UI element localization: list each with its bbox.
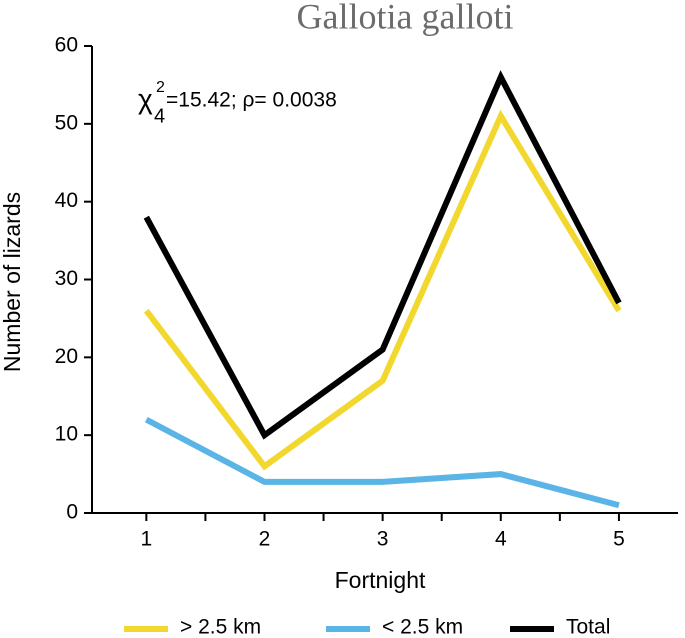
y-tick-label: 30 <box>55 267 78 290</box>
annotation: χ 2 4 =15.42; ρ= 0.0038 <box>138 79 337 127</box>
legend-label: > 2.5 km <box>180 616 261 638</box>
x-tick-label: 2 <box>259 528 271 551</box>
series-line <box>143 70 622 440</box>
y-axis-label: Number of lizards <box>0 192 25 372</box>
y-tick-label: 20 <box>55 345 78 368</box>
y-tick-label: 0 <box>66 501 78 524</box>
x-tick-label: 4 <box>495 528 507 551</box>
legend-label: Total <box>566 616 610 638</box>
x-tick-label: 5 <box>613 528 625 551</box>
y-tick-label: 60 <box>55 34 78 57</box>
annotation-symbol: χ <box>138 83 153 114</box>
x-axis-label: Fortnight <box>335 567 426 593</box>
legend-label: < 2.5 km <box>382 616 463 638</box>
y-tick-label: 50 <box>55 111 78 134</box>
series-line <box>144 416 620 509</box>
x-tick-label: 1 <box>141 528 153 551</box>
y-tick-label: 10 <box>55 423 78 446</box>
chart-title: Gallotia galloti <box>297 0 514 36</box>
series-line <box>143 109 622 471</box>
annotation-superscript: 2 <box>156 79 165 96</box>
x-tick-label: 3 <box>377 528 389 551</box>
y-tick-label: 40 <box>55 189 78 212</box>
annotation-subscript: 4 <box>154 105 165 127</box>
annotation-text: =15.42; ρ= 0.0038 <box>166 89 337 112</box>
